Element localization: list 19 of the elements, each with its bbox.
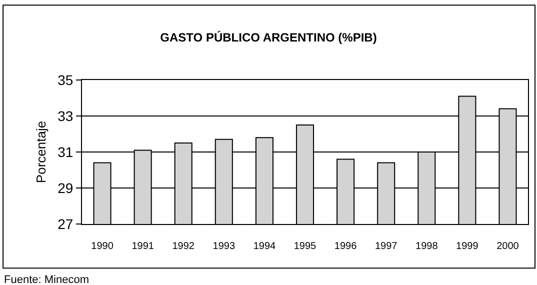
- x-tick-label: 1998: [416, 241, 438, 252]
- x-tick-label: 1992: [172, 241, 195, 252]
- x-tick-label: 1990: [91, 241, 114, 252]
- source-note: Fuente: Minecom: [4, 274, 89, 285]
- y-tick-label: 27: [58, 216, 74, 232]
- x-tick-label: 1993: [212, 241, 236, 252]
- x-tick-label: 2000: [496, 241, 520, 252]
- x-tick-label: 1999: [456, 241, 479, 252]
- x-tick-label: 1996: [334, 241, 358, 252]
- y-axis-title: Porcentaje: [34, 120, 49, 184]
- x-tick-label: 1991: [132, 241, 154, 252]
- x-tick-label: 1997: [374, 241, 398, 252]
- y-tick-label: 35: [58, 72, 74, 88]
- y-tick-label: 31: [58, 144, 74, 160]
- y-tick-label: 29: [58, 180, 74, 196]
- x-tick-label: 1995: [294, 241, 317, 252]
- x-tick-label: 1994: [253, 241, 276, 252]
- y-tick-label: 33: [58, 108, 74, 124]
- chart-title: GASTO PÚBLICO ARGENTINO (%PIB): [160, 30, 377, 44]
